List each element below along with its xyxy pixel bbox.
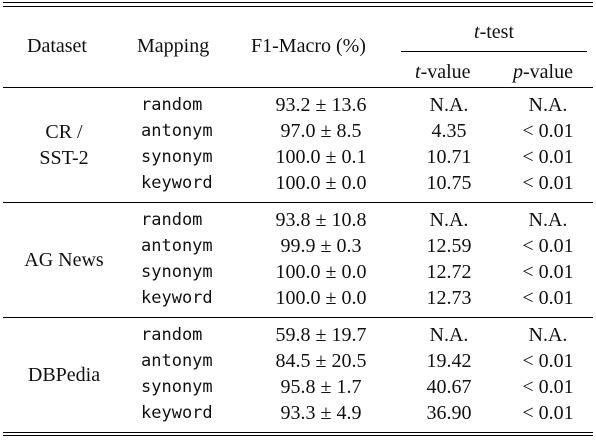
mapping-cell: antonym (141, 120, 213, 141)
p-value-cell: < 0.01 (522, 260, 574, 283)
t-value-cell: 40.67 (426, 375, 472, 398)
t-value-cell: N.A. (429, 323, 469, 346)
group-separator-rule (3, 201, 593, 203)
table-row: synonym 100.0 ± 0.0 12.72 < 0.01 (3, 259, 593, 285)
top-double-rule (3, 2, 593, 7)
dataset-name: DBPedia (27, 363, 101, 386)
f1-macro-cell: 59.8 ± 19.7 (275, 323, 367, 346)
header-dataset: Dataset (27, 34, 87, 57)
mapping-cell: synonym (141, 376, 213, 397)
p-value-cell: < 0.01 (522, 234, 574, 257)
header-t-test: t-test (474, 20, 514, 43)
table-row: antonym 84.5 ± 20.5 19.42 < 0.01 (3, 348, 593, 374)
header-rule (3, 86, 593, 88)
dataset-name: AG News (24, 248, 104, 271)
t-value-cell: 10.75 (426, 171, 472, 194)
dataset-group: DBPedia random 59.8 ± 19.7 N.A. N.A. antonym 8… (3, 318, 593, 432)
header-p-value: p-value (513, 60, 573, 83)
table-row: keyword 100.0 ± 0.0 12.73 < 0.01 (3, 285, 593, 311)
f1-macro-cell: 100.0 ± 0.0 (275, 260, 367, 283)
mapping-cell: random (141, 94, 203, 115)
f1-macro-cell: 100.0 ± 0.0 (275, 286, 367, 309)
f1-macro-cell: 97.0 ± 8.5 (280, 119, 362, 142)
p-value-cell: < 0.01 (522, 349, 574, 372)
f1-macro-cell: 95.8 ± 1.7 (280, 375, 362, 398)
header-mapping: Mapping (137, 34, 210, 57)
t-test-underline (401, 50, 587, 52)
mapping-cell: synonym (141, 146, 213, 167)
p-value-cell: N.A. (528, 323, 568, 346)
dataset-group: AG News random 93.8 ± 10.8 N.A. N.A. antonym 9… (3, 203, 593, 317)
p-value-cell: < 0.01 (522, 375, 574, 398)
t-value-cell: 12.72 (426, 260, 472, 283)
table-row: keyword 93.3 ± 4.9 36.90 < 0.01 (3, 400, 593, 426)
t-value-cell: 36.90 (426, 401, 472, 424)
t-value-cell: 19.42 (426, 349, 472, 372)
f1-macro-cell: 93.2 ± 13.6 (275, 93, 367, 116)
p-value-cell: < 0.01 (522, 401, 574, 424)
group-separator-rule (3, 316, 593, 318)
table-row: keyword 100.0 ± 0.0 10.75 < 0.01 (3, 170, 593, 196)
table-row: random 93.8 ± 10.8 N.A. N.A. (3, 207, 593, 233)
mapping-cell: antonym (141, 350, 213, 371)
mapping-cell: synonym (141, 261, 213, 282)
p-value-cell: N.A. (528, 208, 568, 231)
f1-macro-cell: 93.3 ± 4.9 (280, 401, 362, 424)
results-table: Dataset Mapping F1-Macro (%) t-test t-va… (3, 2, 593, 436)
f1-macro-cell: 100.0 ± 0.0 (275, 171, 367, 194)
f1-macro-cell: 100.0 ± 0.1 (275, 145, 367, 168)
header-t-value: t-value (415, 60, 471, 83)
bottom-double-rule (3, 431, 593, 436)
p-value-cell: < 0.01 (522, 171, 574, 194)
table-row: synonym 95.8 ± 1.7 40.67 < 0.01 (3, 374, 593, 400)
dataset-name: SST-2 (39, 146, 89, 169)
header-f1-macro: F1-Macro (%) (251, 34, 366, 57)
t-value-cell: 12.73 (426, 286, 472, 309)
mapping-cell: keyword (141, 402, 213, 423)
dataset-group: CR / SST-2 random 93.2 ± 13.6 N.A. N.A. antony… (3, 88, 593, 202)
table-row: random 59.8 ± 19.7 N.A. N.A. (3, 322, 593, 348)
f1-macro-cell: 84.5 ± 20.5 (275, 349, 367, 372)
mapping-cell: keyword (141, 287, 213, 308)
table-row: random 93.2 ± 13.6 N.A. N.A. (3, 92, 593, 118)
dataset-name: CR / (45, 120, 83, 143)
t-value-cell: N.A. (429, 208, 469, 231)
t-value-cell: 4.35 (431, 119, 467, 142)
mapping-cell: antonym (141, 235, 213, 256)
mapping-cell: keyword (141, 172, 213, 193)
p-value-cell: < 0.01 (522, 286, 574, 309)
p-value-cell: < 0.01 (522, 119, 574, 142)
mapping-cell: random (141, 209, 203, 230)
table-row: synonym 100.0 ± 0.1 10.71 < 0.01 (3, 144, 593, 170)
p-value-cell: < 0.01 (522, 145, 574, 168)
table-row: antonym 97.0 ± 8.5 4.35 < 0.01 (3, 118, 593, 144)
p-value-cell: N.A. (528, 93, 568, 116)
mapping-cell: random (141, 324, 203, 345)
f1-macro-cell: 99.9 ± 0.3 (280, 234, 362, 257)
f1-macro-cell: 93.8 ± 10.8 (275, 208, 367, 231)
table-body: CR / SST-2 random 93.2 ± 13.6 N.A. N.A. antony… (3, 88, 593, 432)
table-row: antonym 99.9 ± 0.3 12.59 < 0.01 (3, 233, 593, 259)
t-value-cell: 12.59 (426, 234, 472, 257)
table-header: Dataset Mapping F1-Macro (%) t-test t-va… (3, 7, 593, 87)
t-value-cell: 10.71 (426, 145, 472, 168)
t-value-cell: N.A. (429, 93, 469, 116)
